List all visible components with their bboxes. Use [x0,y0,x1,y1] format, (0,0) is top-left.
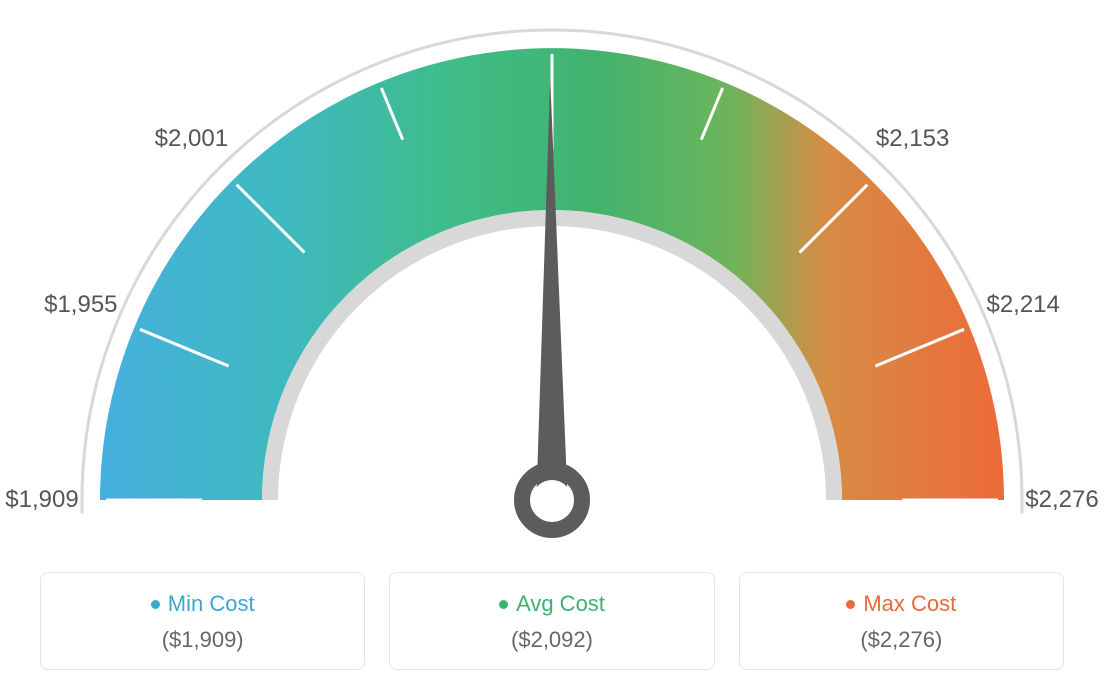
gauge-tick-label: $2,276 [1025,486,1098,514]
gauge-tick-label: $2,092 [515,0,588,4]
legend-avg-title: Avg Cost [499,591,605,617]
gauge-area: $1,909 $1,955 $2,001 $2,092 $2,153 $2,214 $2,2… [0,0,1104,560]
gauge-svg [0,0,1104,560]
legend-row: Min Cost ($1,909) Avg Cost ($2,092) Max … [40,572,1064,670]
legend-card-min: Min Cost ($1,909) [40,572,365,670]
legend-max-value: ($2,276) [750,627,1053,653]
legend-min-value: ($1,909) [51,627,354,653]
legend-max-title: Max Cost [846,591,956,617]
gauge-tick-label: $1,955 [44,291,117,319]
gauge-tick-label: $2,214 [986,291,1059,319]
gauge-tick-label: $2,153 [876,125,949,153]
gauge-chart-container: $1,909 $1,955 $2,001 $2,092 $2,153 $2,214 $2,2… [0,0,1104,690]
legend-card-avg: Avg Cost ($2,092) [389,572,714,670]
legend-card-max: Max Cost ($2,276) [739,572,1064,670]
gauge-tick-label: $2,001 [155,125,228,153]
legend-avg-value: ($2,092) [400,627,703,653]
gauge-tick-label: $1,909 [5,486,78,514]
legend-min-title: Min Cost [151,591,255,617]
